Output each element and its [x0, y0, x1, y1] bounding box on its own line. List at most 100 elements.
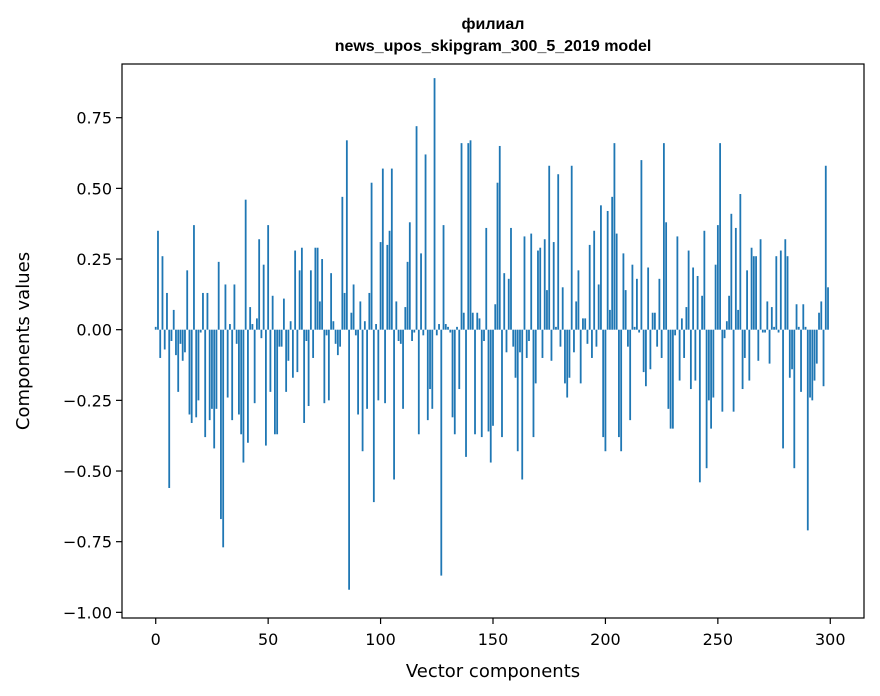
bar-269	[759, 239, 762, 330]
bar-83	[341, 196, 344, 330]
bar-120	[424, 154, 427, 330]
y-tick-label-3: −0.25	[63, 391, 112, 410]
bar-242	[698, 329, 701, 483]
bar-65	[300, 247, 303, 330]
bar-154	[501, 329, 503, 438]
bar-2	[159, 329, 162, 358]
bar-74	[321, 259, 324, 330]
bar-93	[363, 321, 366, 330]
bar-17	[193, 225, 195, 330]
x-tick-label-3: 150	[478, 630, 509, 649]
y-tick-label-7: 0.75	[76, 109, 112, 128]
bar-176	[550, 329, 553, 361]
bar-38	[240, 329, 243, 435]
bar-247	[710, 329, 712, 429]
bar-73	[318, 301, 321, 330]
bar-59	[287, 329, 290, 361]
bar-88	[352, 284, 355, 330]
bar-219	[647, 267, 650, 330]
bar-127	[440, 329, 443, 576]
bar-281	[786, 256, 789, 330]
bar-101	[381, 168, 384, 330]
bar-125	[435, 329, 438, 336]
bar-32	[226, 329, 229, 398]
bar-293	[813, 329, 816, 381]
x-axis-ticks: 0 50 100 150 200 250 300	[151, 618, 846, 649]
bar-82	[339, 329, 341, 347]
bar-148	[487, 329, 490, 432]
bar-182	[564, 329, 566, 384]
bar-292	[811, 329, 814, 401]
bar-110	[402, 329, 404, 409]
bar-131	[449, 329, 452, 333]
bar-8	[172, 309, 175, 330]
bar-253	[723, 329, 726, 339]
bar-144	[478, 318, 481, 330]
bar-31	[224, 284, 227, 330]
bar-191	[584, 318, 587, 330]
bar-15	[188, 329, 191, 415]
x-tick-label-6: 300	[815, 630, 846, 649]
bar-179	[557, 174, 560, 330]
bar-145	[480, 329, 483, 438]
bar-142	[474, 329, 476, 435]
y-tick-label-4: 0.00	[76, 321, 112, 340]
bar-267	[755, 256, 757, 330]
bar-237	[687, 250, 690, 330]
chart-title: филиал	[462, 16, 525, 33]
bar-138	[465, 329, 467, 457]
bar-157	[507, 278, 510, 330]
bar-272	[766, 301, 769, 330]
bar-289	[804, 326, 807, 330]
bar-80	[334, 329, 337, 344]
bar-261	[741, 329, 744, 390]
y-axis-label: Components values	[13, 252, 34, 430]
bar-186	[573, 329, 575, 353]
bar-290	[806, 329, 809, 531]
bar-76	[325, 329, 328, 336]
bar-26	[213, 329, 216, 449]
bar-268	[757, 329, 760, 361]
bar-109	[399, 329, 402, 344]
bar-233	[678, 329, 681, 381]
bar-275	[773, 326, 775, 330]
bar-108	[397, 329, 400, 341]
bar-35	[233, 284, 236, 330]
bar-51	[269, 329, 272, 392]
bar-205	[615, 233, 618, 330]
bar-43	[251, 324, 254, 330]
bar-16	[190, 329, 193, 423]
bar-117	[417, 329, 420, 435]
bar-3	[161, 256, 164, 330]
bar-245	[705, 329, 708, 469]
bar-5	[166, 292, 168, 330]
bar-156	[505, 329, 508, 353]
bar-276	[775, 256, 778, 330]
bar-222	[653, 312, 656, 330]
bar-260	[739, 194, 742, 330]
bar-96	[370, 182, 373, 330]
bar-20	[199, 329, 202, 333]
bar-273	[768, 329, 771, 364]
bar-54	[276, 329, 279, 435]
bar-244	[703, 230, 706, 330]
bar-231	[674, 329, 677, 336]
bar-196	[595, 329, 598, 347]
bar-40	[244, 199, 247, 330]
bar-295	[818, 312, 820, 330]
bar-78	[330, 273, 333, 330]
bar-207	[620, 329, 623, 452]
bar-107	[395, 301, 398, 330]
bar-226	[662, 143, 665, 330]
bar-92	[361, 329, 364, 452]
bar-45	[256, 318, 258, 330]
y-tick-label-6: 0.50	[76, 179, 112, 198]
bar-36	[235, 329, 238, 344]
bar-67	[305, 329, 308, 341]
bar-298	[824, 165, 827, 330]
bar-189	[579, 329, 582, 384]
bar-166	[528, 329, 530, 341]
bar-130	[447, 326, 449, 330]
bar-29	[220, 329, 222, 520]
bar-190	[582, 318, 584, 330]
